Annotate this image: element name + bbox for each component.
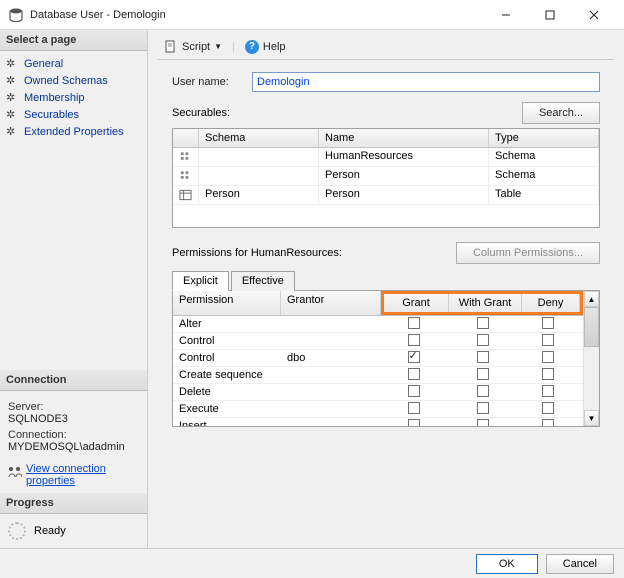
row-type-icon (173, 167, 199, 185)
permission-row[interactable]: Create sequence (173, 367, 583, 384)
connection-props-icon (8, 466, 22, 481)
grant-checkbox[interactable] (408, 351, 420, 363)
deny-checkbox[interactable] (542, 368, 554, 380)
col-grantor[interactable]: Grantor (281, 291, 381, 315)
withgrant-checkbox[interactable] (477, 317, 489, 329)
deny-checkbox[interactable] (542, 385, 554, 397)
deny-checkbox[interactable] (542, 402, 554, 414)
grant-checkbox[interactable] (408, 368, 420, 380)
permissions-label: Permissions for HumanResources: (172, 247, 456, 259)
tab-explicit[interactable]: Explicit (172, 271, 229, 291)
server-label: Server: (8, 401, 139, 413)
select-page-header: Select a page (0, 30, 147, 51)
deny-checkbox[interactable] (542, 334, 554, 346)
permission-row[interactable]: Execute (173, 401, 583, 418)
server-value: SQLNODE3 (8, 413, 139, 425)
sidebar: Select a page ✲General ✲Owned Schemas ✲M… (0, 30, 148, 548)
table-row[interactable]: HumanResourcesSchema (173, 148, 599, 167)
page-icon: ✲ (6, 125, 20, 138)
window-title: Database User - Demologin (30, 9, 484, 21)
ok-button[interactable]: OK (476, 554, 538, 574)
withgrant-checkbox[interactable] (477, 334, 489, 346)
minimize-button[interactable] (484, 0, 528, 30)
scroll-thumb[interactable] (584, 307, 599, 347)
grant-columns-highlight: Grant With Grant Deny (381, 291, 583, 315)
main-panel: Script ▼ | ? Help User name: Securables:… (148, 30, 624, 548)
grant-checkbox[interactable] (408, 419, 420, 427)
cancel-button[interactable]: Cancel (546, 554, 614, 574)
securables-label: Securables: (172, 107, 522, 119)
withgrant-checkbox[interactable] (477, 419, 489, 427)
withgrant-checkbox[interactable] (477, 402, 489, 414)
permissions-scrollbar[interactable]: ▲ ▼ (583, 291, 599, 426)
col-withgrant[interactable]: With Grant (449, 294, 522, 312)
username-label: User name: (172, 76, 252, 88)
deny-checkbox[interactable] (542, 317, 554, 329)
permission-row[interactable]: Insert (173, 418, 583, 426)
withgrant-checkbox[interactable] (477, 351, 489, 363)
scroll-up-button[interactable]: ▲ (584, 291, 599, 307)
sidebar-item-membership[interactable]: ✲Membership (6, 89, 141, 106)
table-row[interactable]: PersonPersonTable (173, 186, 599, 205)
permission-row[interactable]: Control (173, 333, 583, 350)
username-input[interactable] (252, 72, 600, 92)
col-grant[interactable]: Grant (384, 294, 449, 312)
col-deny[interactable]: Deny (522, 294, 580, 312)
sidebar-item-securables[interactable]: ✲Securables (6, 106, 141, 123)
table-row[interactable]: PersonSchema (173, 167, 599, 186)
permission-row[interactable]: Delete (173, 384, 583, 401)
page-icon: ✲ (6, 74, 20, 87)
col-type[interactable]: Type (489, 129, 599, 147)
connection-label: Connection: (8, 429, 139, 441)
col-permission[interactable]: Permission (173, 291, 281, 315)
column-permissions-button: Column Permissions... (456, 242, 600, 264)
script-button[interactable]: Script ▼ (158, 38, 228, 56)
close-button[interactable] (572, 0, 616, 30)
grant-checkbox[interactable] (408, 402, 420, 414)
dropdown-icon: ▼ (214, 42, 222, 51)
view-connection-properties-link[interactable]: View connection properties (26, 463, 139, 487)
toolbar: Script ▼ | ? Help (158, 34, 614, 60)
row-type-icon (173, 186, 199, 204)
app-icon (8, 7, 24, 23)
withgrant-checkbox[interactable] (477, 385, 489, 397)
grant-checkbox[interactable] (408, 385, 420, 397)
col-name[interactable]: Name (319, 129, 489, 147)
sidebar-item-owned-schemas[interactable]: ✲Owned Schemas (6, 72, 141, 89)
permission-row[interactable]: Controldbo (173, 350, 583, 367)
tab-effective[interactable]: Effective (231, 271, 295, 291)
scroll-down-button[interactable]: ▼ (584, 410, 599, 426)
page-icon: ✲ (6, 108, 20, 121)
maximize-button[interactable] (528, 0, 572, 30)
withgrant-checkbox[interactable] (477, 368, 489, 380)
page-icon: ✲ (6, 57, 20, 70)
help-icon: ? (245, 40, 259, 54)
search-button[interactable]: Search... (522, 102, 600, 124)
help-button[interactable]: ? Help (239, 38, 292, 56)
sidebar-item-general[interactable]: ✲General (6, 55, 141, 72)
progress-header: Progress (0, 493, 147, 514)
grant-checkbox[interactable] (408, 317, 420, 329)
progress-spinner-icon (8, 522, 26, 540)
progress-status: Ready (34, 525, 66, 537)
script-icon (164, 40, 178, 54)
page-icon: ✲ (6, 91, 20, 104)
deny-checkbox[interactable] (542, 419, 554, 427)
titlebar: Database User - Demologin (0, 0, 624, 30)
sidebar-item-extended-properties[interactable]: ✲Extended Properties (6, 123, 141, 140)
permission-row[interactable]: Alter (173, 316, 583, 333)
securables-grid: Schema Name Type HumanResourcesSchemaPer… (172, 128, 600, 228)
col-schema[interactable]: Schema (199, 129, 319, 147)
permissions-grid: Permission Grantor Grant With Grant Deny… (173, 291, 583, 426)
deny-checkbox[interactable] (542, 351, 554, 363)
row-type-icon (173, 148, 199, 166)
footer: OK Cancel (0, 548, 624, 578)
connection-header: Connection (0, 370, 147, 391)
grant-checkbox[interactable] (408, 334, 420, 346)
connection-value: MYDEMOSQL\adadmin (8, 441, 139, 453)
